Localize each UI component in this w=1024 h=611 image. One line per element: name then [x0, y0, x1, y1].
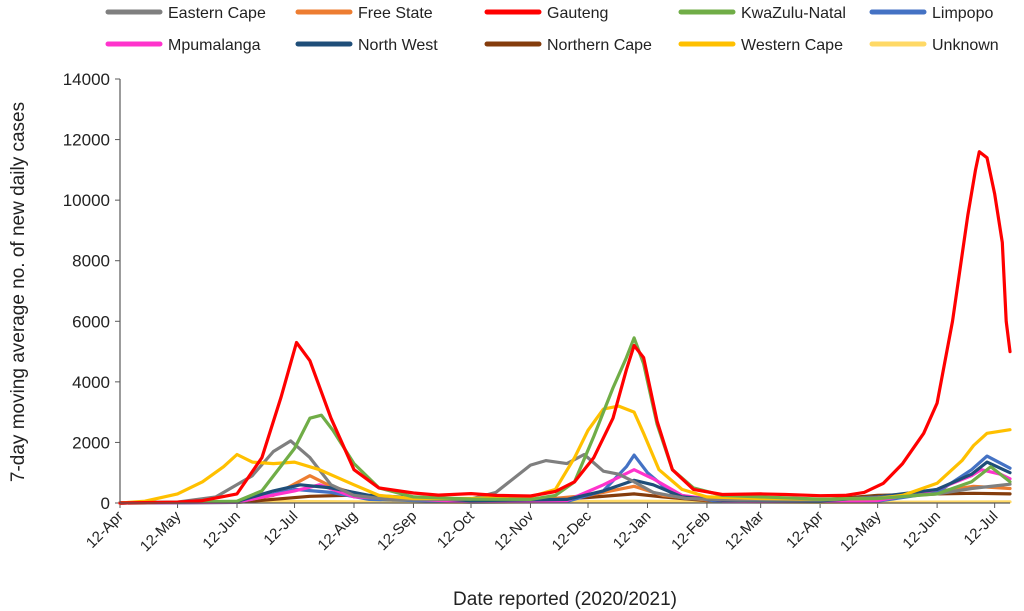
- x-tick-label: 12-May: [837, 507, 885, 555]
- y-axis-title: 7-day moving average no. of new daily ca…: [8, 102, 29, 482]
- series-line-kwazulu-natal: [118, 336, 1012, 505]
- y-tick-label: 12000: [63, 131, 110, 150]
- x-tick-label: 12-Apr: [83, 508, 127, 552]
- x-tick-label: 12-Oct: [434, 507, 478, 551]
- x-tick-label: 12-Apr: [783, 508, 827, 552]
- y-tick-label: 4000: [72, 373, 110, 392]
- legend-label: Mpumalanga: [168, 37, 261, 54]
- series-layer: [118, 150, 1012, 505]
- y-tick-label: 6000: [72, 312, 110, 331]
- x-tick-label: 12-Jul: [961, 508, 1002, 549]
- x-tick-label: 12-Jan: [610, 508, 654, 552]
- legend: Eastern Cape Free State Gauteng KwaZulu-Nat…: [105, 5, 999, 54]
- legend-label: Western Cape: [741, 37, 843, 54]
- legend-label: North West: [358, 37, 438, 54]
- series-line-gauteng: [118, 150, 1012, 505]
- y-tick-label: 0: [101, 494, 110, 513]
- y-tick-label: 10000: [63, 191, 110, 210]
- x-tick-label: 12-Jul: [260, 508, 301, 549]
- legend-label: KwaZulu-Natal: [741, 5, 846, 22]
- legend-label: Limpopo: [932, 5, 993, 22]
- x-tick-label: 12-Aug: [315, 508, 361, 554]
- legend-label: Free State: [358, 5, 433, 22]
- y-axis-ticks: 0 2000 4000 6000 8000 10000 12000 14000: [63, 70, 120, 513]
- x-tick-label: 12-Nov: [491, 507, 538, 554]
- y-tick-label: 2000: [72, 433, 110, 452]
- x-tick-label: 12-Jun: [199, 508, 243, 552]
- x-tick-label: 12-May: [137, 507, 185, 555]
- x-axis-ticks: 12-Apr 12-May 12-Jun 12-Jul 12-Aug 12-Sep 12-O…: [83, 503, 1002, 555]
- x-tick-label: 12-Sep: [374, 508, 420, 554]
- legend-label: Unknown: [932, 37, 999, 54]
- x-axis-title: Date reported (2020/2021): [453, 589, 677, 610]
- y-tick-label: 8000: [72, 252, 110, 271]
- legend-label: Northern Cape: [547, 37, 652, 54]
- legend-label: Eastern Cape: [168, 5, 266, 22]
- x-tick-label: 12-Mar: [722, 508, 768, 554]
- y-tick-label: 14000: [63, 70, 110, 89]
- x-tick-label: 12-Dec: [549, 507, 596, 554]
- x-tick-label: 12-Jun: [899, 508, 943, 552]
- legend-label: Gauteng: [547, 5, 608, 22]
- x-tick-label: 12-Feb: [668, 508, 714, 554]
